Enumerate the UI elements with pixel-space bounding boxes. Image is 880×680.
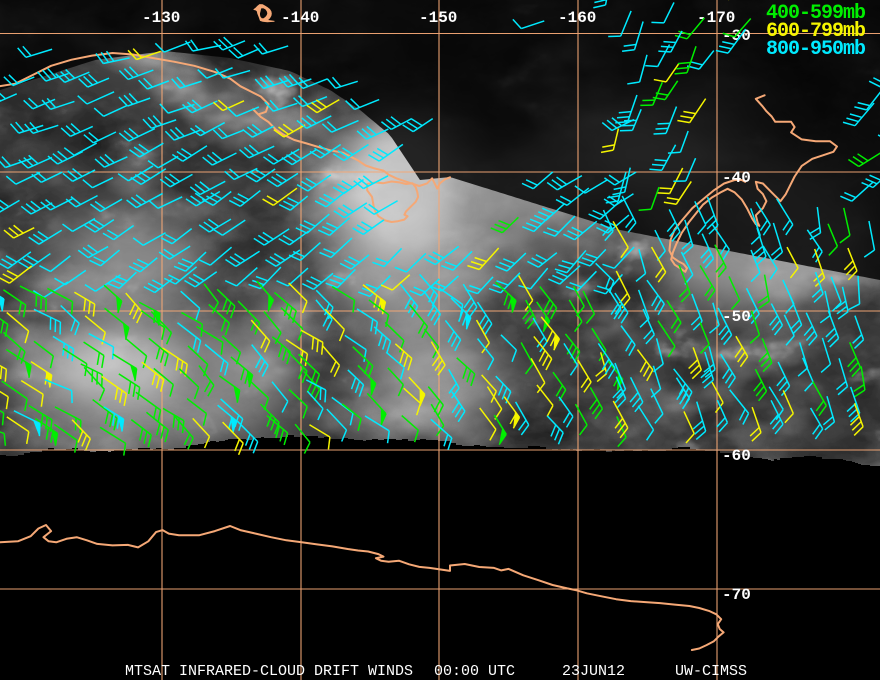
svg-text:-130: -130	[142, 9, 180, 27]
svg-text:-150: -150	[419, 9, 457, 27]
svg-text:-140: -140	[281, 9, 319, 27]
svg-text:UW-CIMSS: UW-CIMSS	[675, 663, 747, 680]
svg-text:23JUN12: 23JUN12	[562, 663, 625, 680]
svg-text:-70: -70	[722, 586, 751, 604]
svg-text:MTSAT INFRARED-CLOUD DRIFT WIN: MTSAT INFRARED-CLOUD DRIFT WINDS	[125, 663, 413, 680]
svg-text:800-950mb: 800-950mb	[766, 38, 866, 61]
svg-text:-40: -40	[722, 169, 751, 187]
svg-text:-160: -160	[558, 9, 596, 27]
svg-text:-60: -60	[722, 447, 751, 465]
svg-text:00:00 UTC: 00:00 UTC	[434, 663, 515, 680]
svg-text:-170: -170	[697, 9, 735, 27]
